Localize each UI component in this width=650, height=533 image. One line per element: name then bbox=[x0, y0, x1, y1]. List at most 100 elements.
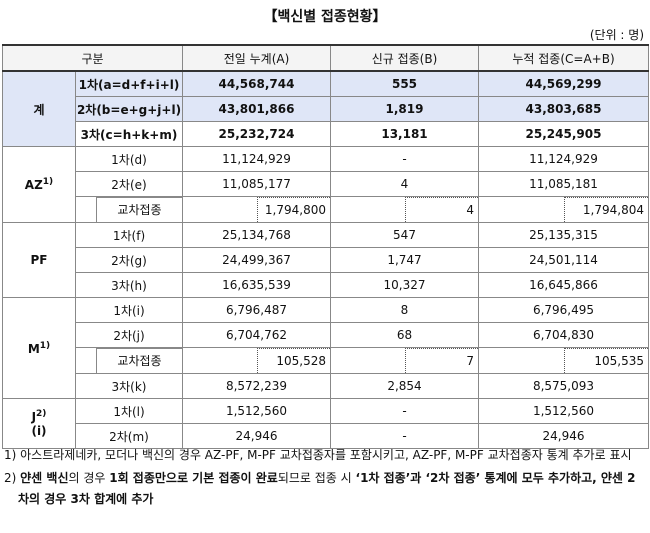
value: 4 bbox=[404, 197, 478, 222]
row-label: 교차접종 bbox=[96, 197, 182, 222]
value-cell: 13,181 bbox=[330, 121, 479, 147]
row: 2차(g) 24,499,367 1,747 24,501,114 bbox=[3, 247, 649, 273]
row-label-cell: 1차(d) bbox=[75, 146, 183, 172]
value: 7 bbox=[404, 348, 478, 373]
group-cell: AZ1) bbox=[2, 146, 76, 223]
row: 3차(k) 8,572,239 2,854 8,575,093 bbox=[3, 373, 649, 399]
value-cell: 8,572,239 bbox=[182, 373, 331, 399]
value-cell: 25,232,724 bbox=[182, 121, 331, 147]
group-cell: J2) (i) bbox=[2, 398, 76, 449]
value-cell: 6,704,830 bbox=[478, 322, 649, 348]
value-cell: 8 bbox=[330, 297, 479, 323]
value-cell: 16,645,866 bbox=[478, 272, 649, 298]
footnote: 2) 얀센 백신의 경우 1회 접종만으로 기본 접종이 완료되므로 접종 시 … bbox=[4, 468, 644, 510]
value-cell: 68 bbox=[330, 322, 479, 348]
row: J2) (i) 1차(l) 1,512,560-1,512,560 bbox=[2, 398, 649, 449]
footnote-text: 얀센 백신 bbox=[20, 471, 69, 485]
value-cell: 1,819 bbox=[330, 96, 479, 122]
value-cell: 43,801,866 bbox=[182, 96, 331, 122]
value-cell: 44,568,744 bbox=[182, 70, 331, 97]
group-sup: 1) bbox=[39, 340, 51, 351]
row: 2차(b=e+g+j+l) 43,801,866 1,819 43,803,685 bbox=[3, 96, 649, 122]
value-cell: 11,124,929 bbox=[478, 146, 649, 172]
value-cell: 24,946 bbox=[478, 423, 649, 449]
group-cell: PF bbox=[2, 222, 76, 298]
row-label-cell: 2차(m) bbox=[75, 423, 183, 449]
value: 105,528 bbox=[256, 348, 330, 373]
row-label-cell: 교차접종 bbox=[75, 347, 183, 374]
row-label-cell: 1차(i) bbox=[75, 297, 183, 323]
row-label-cell: 3차(k) bbox=[75, 373, 183, 399]
group-cell: M1) bbox=[2, 297, 76, 399]
group-name: J bbox=[31, 410, 37, 424]
value-cell: 11,085,177 bbox=[182, 171, 331, 197]
table: 구분 전일 누계(A) 신규 접종(B) 누적 접종(C=A+B) 계 1차(a=d+f+… bbox=[2, 44, 649, 449]
value-cell: 1,794,800 bbox=[182, 196, 331, 223]
value-cell: 105,535 bbox=[478, 347, 649, 374]
group-name: AZ bbox=[24, 178, 43, 192]
row: 교차접종 1,794,800 4 1,794,804 bbox=[3, 196, 649, 223]
value-cell: 4 bbox=[330, 171, 479, 197]
value-cell: 16,635,539 bbox=[182, 272, 331, 298]
footnote-text: 의 경우 bbox=[68, 471, 110, 485]
footnote-text: 1) 아스트라제네카, 모더나 백신의 경우 AZ-PF, M-PF 교차접종자… bbox=[4, 448, 632, 462]
value-cell: 24,499,367 bbox=[182, 247, 331, 273]
group-sup: 2) bbox=[36, 409, 47, 419]
row-label: 교차접종 bbox=[96, 348, 182, 373]
value-cell: 2,854 bbox=[330, 373, 479, 399]
value-cell: 8,575,093 bbox=[478, 373, 649, 399]
value-cell: 1,512,560 bbox=[478, 398, 649, 424]
row: 2차(m) 24,946-24,946 bbox=[3, 423, 649, 449]
row: 계 1차(a=d+f+i+l) 44,568,744 555 44,569,299 bbox=[2, 70, 649, 147]
group-name: PF bbox=[30, 253, 48, 267]
footnote-text: 되므로 접종 시 bbox=[277, 471, 356, 485]
value-cell: 11,085,181 bbox=[478, 171, 649, 197]
value-cell: 7 bbox=[330, 347, 479, 374]
value-cell: 4 bbox=[330, 196, 479, 223]
group-cell: 계 bbox=[2, 70, 76, 147]
row: 교차접종 105,528 7 105,535 bbox=[3, 347, 649, 374]
value-cell: 6,796,487 bbox=[182, 297, 331, 323]
value-cell: 1,794,804 bbox=[478, 196, 649, 223]
value-cell: 105,528 bbox=[182, 347, 331, 374]
row: M1) 1차(i) 6,796,487 8 6,796,495 bbox=[2, 297, 649, 399]
value-cell: 24,501,114 bbox=[478, 247, 649, 273]
value-cell: 1,747 bbox=[330, 247, 479, 273]
row: 3차(c=h+k+m) 25,232,724 13,181 25,245,905 bbox=[3, 121, 649, 147]
row: AZ1) 1차(d) 11,124,929-11,124,929 bbox=[2, 146, 649, 223]
value-cell: - bbox=[330, 398, 479, 424]
row-label-cell: 2차(j) bbox=[75, 322, 183, 348]
row-label-cell: 3차(c=h+k+m) bbox=[75, 121, 183, 147]
value-cell: 25,134,768 bbox=[182, 222, 331, 248]
value-cell: 25,245,905 bbox=[478, 121, 649, 147]
header-cell: 구분 bbox=[2, 44, 183, 72]
value-cell: 547 bbox=[330, 222, 479, 248]
value: 105,535 bbox=[563, 348, 648, 373]
value-cell: 1,512,560 bbox=[182, 398, 331, 424]
group-sup: 1) bbox=[42, 177, 54, 187]
row-label-cell: 2차(b=e+g+j+l) bbox=[75, 96, 183, 122]
value-cell: 6,796,495 bbox=[478, 297, 649, 323]
value-cell: 25,135,315 bbox=[478, 222, 649, 248]
value-cell: 10,327 bbox=[330, 272, 479, 298]
row-label-cell: 1차(l) bbox=[75, 398, 183, 424]
value-cell: 6,704,762 bbox=[182, 322, 331, 348]
footnote: 1) 아스트라제네카, 모더나 백신의 경우 AZ-PF, M-PF 교차접종자… bbox=[4, 445, 644, 466]
row: 2차(j) 6,704,762 68 6,704,830 bbox=[3, 322, 649, 348]
row: PF 1차(f) 25,134,768 547 25,135,315 bbox=[2, 222, 649, 298]
value-cell: 555 bbox=[330, 70, 479, 97]
group-name: M bbox=[27, 341, 40, 356]
header-cell: 신규 접종(B) bbox=[330, 44, 479, 72]
value-cell: 24,946 bbox=[182, 423, 331, 449]
row: 2차(e) 11,085,177 4 11,085,181 bbox=[3, 171, 649, 197]
title: 【백신별 접종현황】 bbox=[263, 9, 387, 25]
header-cell: 누적 접종(C=A+B) bbox=[478, 44, 649, 72]
value-cell: 43,803,685 bbox=[478, 96, 649, 122]
row-label-cell: 2차(e) bbox=[75, 171, 183, 197]
group-name: 계 bbox=[33, 102, 45, 117]
row-label-cell: 3차(h) bbox=[75, 272, 183, 298]
value: 1,794,804 bbox=[563, 197, 648, 222]
value-cell: 44,569,299 bbox=[478, 70, 649, 97]
value-cell: - bbox=[330, 423, 479, 449]
